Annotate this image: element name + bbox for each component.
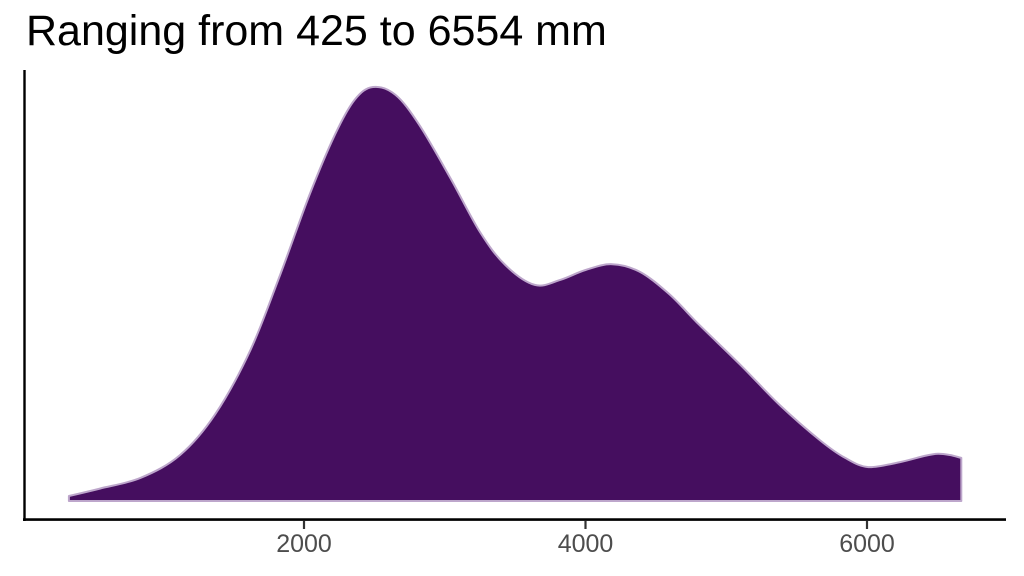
chart-title: Ranging from 425 to 6554 mm — [26, 7, 607, 55]
x-tick-label: 2000 — [276, 530, 332, 558]
density-area — [67, 85, 963, 502]
x-tick-label: 4000 — [558, 530, 614, 558]
x-tick-label: 6000 — [839, 530, 895, 558]
x-axis-tick-labels: 2000 4000 6000 — [276, 530, 895, 558]
x-axis-ticks — [302, 520, 869, 529]
